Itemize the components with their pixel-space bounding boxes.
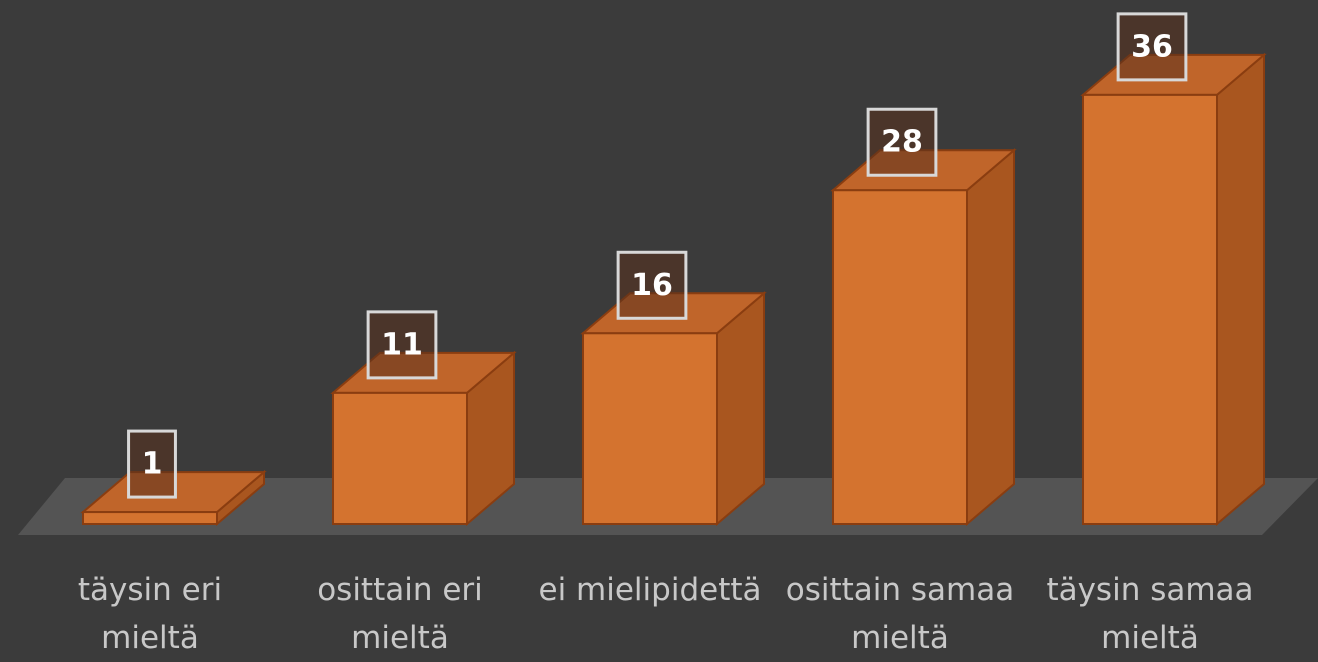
value-label-box xyxy=(1116,12,1188,82)
bar-front xyxy=(832,189,968,526)
bar xyxy=(330,350,517,527)
bar xyxy=(830,148,1017,527)
bar-front xyxy=(1082,93,1218,525)
value-label: 1 xyxy=(142,447,163,482)
value-label-box xyxy=(866,107,938,177)
value-label: 36 xyxy=(1131,29,1173,64)
value-label: 11 xyxy=(381,327,423,362)
bar-front xyxy=(332,391,468,525)
value-label: 28 xyxy=(881,125,923,160)
bar-front xyxy=(582,332,718,525)
bar xyxy=(580,291,767,527)
value-label: 16 xyxy=(631,268,673,303)
value-label-box xyxy=(127,429,177,499)
value-label-box xyxy=(366,310,438,380)
category-label: täysin samaa mieltä xyxy=(1046,572,1254,656)
category-label: osittain samaa mieltä xyxy=(785,572,1015,656)
category-label: ei mielipidettä xyxy=(538,572,762,608)
category-label: osittain eri mieltä xyxy=(317,572,483,656)
category-label: täysin eri mieltä xyxy=(77,572,223,656)
bar xyxy=(1080,52,1267,527)
value-label-box xyxy=(616,250,688,320)
bar-side xyxy=(1216,52,1265,527)
bar-side xyxy=(966,148,1015,527)
bar-front xyxy=(82,511,218,526)
